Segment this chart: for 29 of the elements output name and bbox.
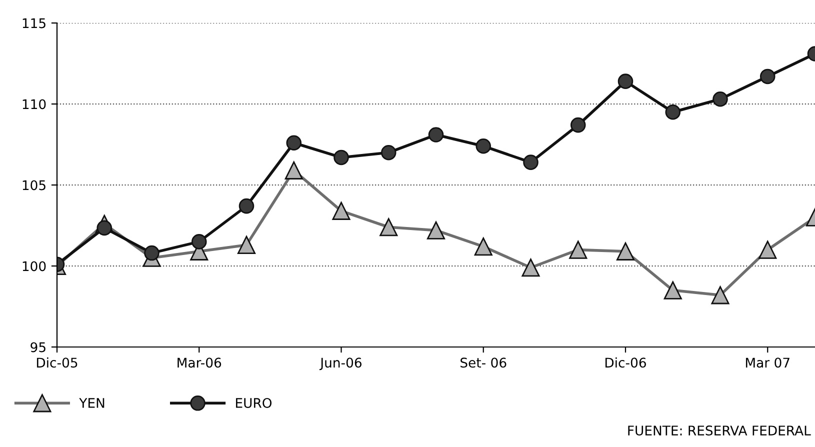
x-tick-label: Dic-06 <box>605 357 646 368</box>
x-tick-label: Set- 06 <box>460 358 506 368</box>
source-note: FUENTE: RESERVA FEDERAL <box>628 426 811 436</box>
x-tick-label: Dic-05 <box>36 357 78 368</box>
x-tick-label: Mar-06 <box>178 358 222 368</box>
point <box>144 245 160 261</box>
point <box>712 92 728 107</box>
y-tick-label: 110 <box>22 99 46 110</box>
y-tick-label: 105 <box>22 180 46 190</box>
x-tick-label: Mar 07 <box>746 358 790 368</box>
point <box>760 68 776 84</box>
x-tick-label: Jun-06 <box>319 358 362 370</box>
y-tick-label: 100 <box>22 261 46 272</box>
point <box>618 74 634 89</box>
point <box>523 154 538 170</box>
point <box>238 198 254 214</box>
point <box>570 117 586 133</box>
y-tick-label: 115 <box>22 18 46 28</box>
point <box>96 220 112 236</box>
point <box>286 135 302 151</box>
point <box>334 150 349 166</box>
legend-label: EURO <box>236 398 272 408</box>
point <box>428 127 444 142</box>
point <box>665 104 681 120</box>
point <box>191 234 207 250</box>
y-tick-label: 95 <box>30 342 46 352</box>
point <box>380 144 396 160</box>
legend-label: YEN <box>79 398 104 408</box>
point <box>476 138 492 154</box>
